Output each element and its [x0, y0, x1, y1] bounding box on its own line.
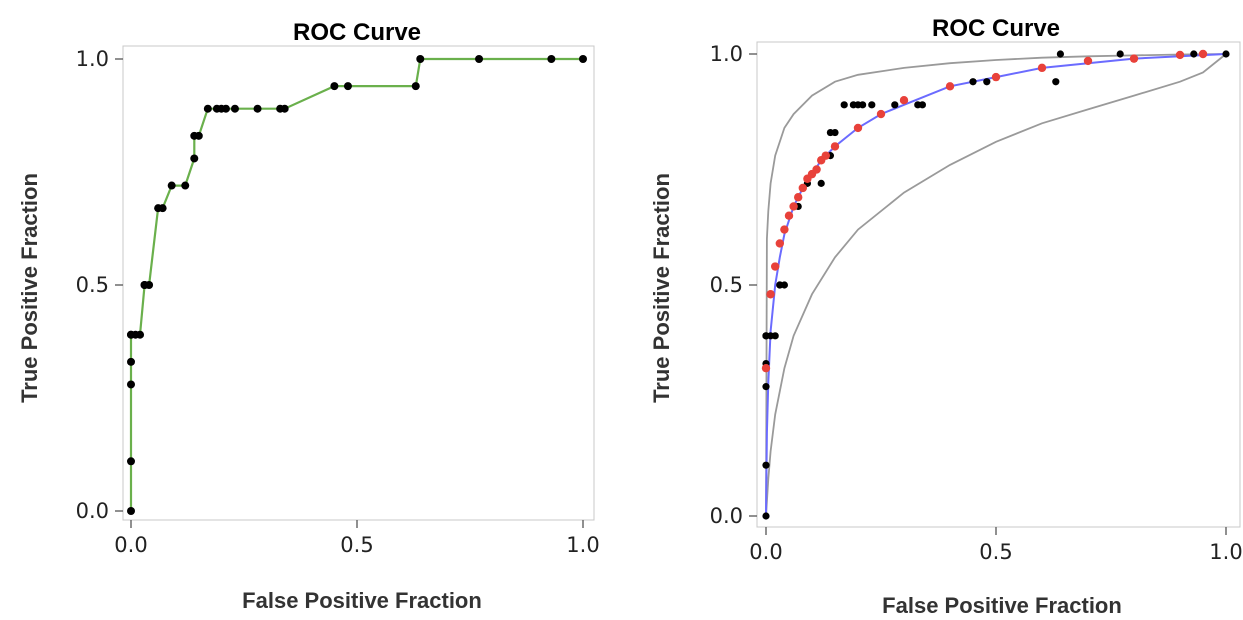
- y-tick-label: 0.0: [710, 504, 743, 528]
- data-point: [181, 181, 190, 190]
- x-tick-label: 0.5: [340, 533, 373, 557]
- observed-point: [762, 461, 770, 469]
- observed-point: [831, 128, 839, 137]
- x-tick-label: 0.5: [979, 540, 1012, 564]
- fitted-point: [766, 290, 775, 299]
- fitted-point: [1129, 54, 1139, 63]
- data-point: [411, 82, 420, 91]
- y-axis-label: True Positive Fraction: [17, 173, 42, 403]
- series-line: [129, 57, 583, 511]
- data-point: [253, 104, 262, 113]
- observed-point: [1222, 50, 1230, 58]
- x-tick-label: 1.0: [566, 533, 599, 557]
- observed-point: [840, 101, 848, 109]
- data-point: [203, 104, 212, 113]
- observed-point: [771, 332, 779, 340]
- fitted-point: [784, 211, 794, 220]
- fitted-point: [780, 225, 789, 234]
- data-point: [547, 55, 556, 63]
- data-point: [190, 154, 199, 163]
- observed-point: [868, 101, 876, 109]
- fitted-point: [798, 183, 807, 193]
- fitted-point: [853, 123, 863, 133]
- data-point: [127, 507, 135, 515]
- fitted-point: [821, 151, 830, 160]
- data-point: [127, 380, 135, 389]
- x-axis-label: False Positive Fraction: [242, 588, 482, 613]
- observed-point: [1056, 50, 1064, 58]
- data-point: [330, 82, 339, 91]
- observed-point: [817, 179, 825, 187]
- fitted-point: [789, 202, 798, 211]
- data-point: [230, 104, 239, 113]
- fitted-point: [945, 82, 955, 91]
- data-point: [280, 104, 289, 113]
- upper-confidence-band: [765, 53, 1227, 517]
- x-tick-label: 0.0: [114, 533, 147, 557]
- fitted-point: [771, 262, 780, 271]
- fitted-point: [775, 239, 784, 248]
- fitted-point: [1037, 63, 1047, 73]
- fitted-point: [1083, 56, 1093, 66]
- fitted-point: [899, 96, 909, 105]
- lower-confidence-band: [765, 53, 1227, 517]
- data-point: [127, 457, 135, 466]
- data-point: [416, 55, 425, 63]
- data-point: [221, 104, 230, 113]
- observed-point: [891, 101, 899, 109]
- fitted-point: [761, 363, 771, 373]
- observed-point: [762, 383, 770, 391]
- plot-frame: [122, 45, 595, 521]
- data-point: [145, 281, 154, 289]
- observed-point: [969, 78, 977, 86]
- y-tick-label: 1.0: [710, 42, 743, 66]
- observed-point: [983, 78, 991, 86]
- fitted-point: [1175, 50, 1185, 60]
- roc-chart-right: ROC Curve 0.0 0.5 1.0 0.0 0.5 1.0 False Posit…: [649, 15, 1243, 618]
- observed-point: [1052, 78, 1060, 86]
- x-tick-label: 0.0: [749, 540, 782, 564]
- y-tick-label: 0.0: [76, 499, 109, 523]
- x-axis-label: False Positive Fraction: [882, 593, 1122, 618]
- data-point: [127, 357, 135, 366]
- plot-area: 0.0 0.5 1.0 0.0 0.5 1.0: [710, 42, 1243, 564]
- observed-point: [859, 101, 867, 109]
- observed-point: [780, 281, 789, 289]
- fitted-point: [991, 72, 1001, 82]
- x-tick-label: 1.0: [1209, 540, 1242, 564]
- fitted-curve: [765, 53, 1227, 517]
- y-tick-label: 1.0: [76, 47, 109, 71]
- data-point: [475, 55, 484, 63]
- data-point: [167, 181, 176, 190]
- fitted-point: [794, 193, 803, 202]
- observed-point: [1190, 50, 1198, 58]
- y-tick-label: 0.5: [76, 273, 109, 297]
- fitted-point: [1198, 49, 1208, 59]
- chart-title: ROC Curve: [293, 19, 421, 46]
- chart-title: ROC Curve: [932, 15, 1060, 42]
- observed-point: [918, 101, 927, 109]
- data-point: [136, 330, 145, 339]
- y-tick-label: 0.5: [710, 273, 743, 297]
- observed-point: [1116, 50, 1124, 58]
- fitted-point: [876, 109, 886, 119]
- data-point: [194, 131, 203, 140]
- plot-frame: [756, 41, 1241, 528]
- fitted-point: [812, 165, 821, 174]
- data-point: [158, 204, 167, 213]
- data-point: [343, 82, 352, 91]
- y-axis-label: True Positive Fraction: [649, 173, 674, 403]
- plot-area: 0.0 0.5 1.0 0.0 0.5 1.0: [76, 47, 600, 557]
- roc-chart-left: ROC Curve 0.0 0.5 1.0 0.0 0.5 1.0 False Posit…: [17, 19, 600, 613]
- observed-point: [762, 512, 770, 520]
- data-point: [579, 55, 587, 63]
- fitted-point: [830, 142, 840, 151]
